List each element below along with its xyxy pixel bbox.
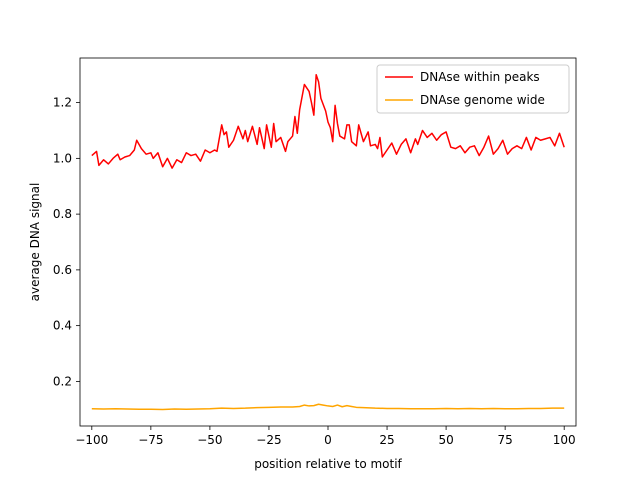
x-tick-label: 25 bbox=[379, 433, 394, 447]
legend-label-2: DNAse genome wide bbox=[420, 93, 545, 107]
x-tick-label: −50 bbox=[197, 433, 222, 447]
x-tick-label: 75 bbox=[498, 433, 513, 447]
legend: DNAse within peaks DNAse genome wide bbox=[376, 64, 570, 114]
y-tick-label: 0.6 bbox=[53, 263, 72, 277]
legend-box bbox=[376, 64, 570, 114]
legend-label-1: DNAse within peaks bbox=[420, 70, 540, 84]
y-tick-label: 1.2 bbox=[53, 96, 72, 110]
x-tick-label: 0 bbox=[324, 433, 332, 447]
axes: −100 −75 −50 −25 0 25 50 75 100 0.2 0.4 0.6 0.8 1.0 1.… bbox=[53, 57, 577, 447]
plot-area bbox=[91, 73, 565, 411]
y-tick-label: 0.4 bbox=[53, 319, 72, 333]
x-tick-label: 100 bbox=[553, 433, 576, 447]
y-axis-label: average DNA signal bbox=[28, 183, 42, 302]
x-axis-label: position relative to motif bbox=[254, 457, 402, 471]
y-tick-label: 1.0 bbox=[53, 151, 72, 165]
y-tick-label: 0.8 bbox=[53, 207, 72, 221]
x-tick-label: −25 bbox=[256, 433, 281, 447]
x-tick-label: −75 bbox=[138, 433, 163, 447]
x-tick-label: 50 bbox=[438, 433, 453, 447]
series-line-1 bbox=[91, 73, 565, 169]
series-line-2 bbox=[91, 403, 565, 411]
y-tick-label: 0.2 bbox=[53, 374, 72, 388]
x-tick-label: −100 bbox=[75, 433, 108, 447]
